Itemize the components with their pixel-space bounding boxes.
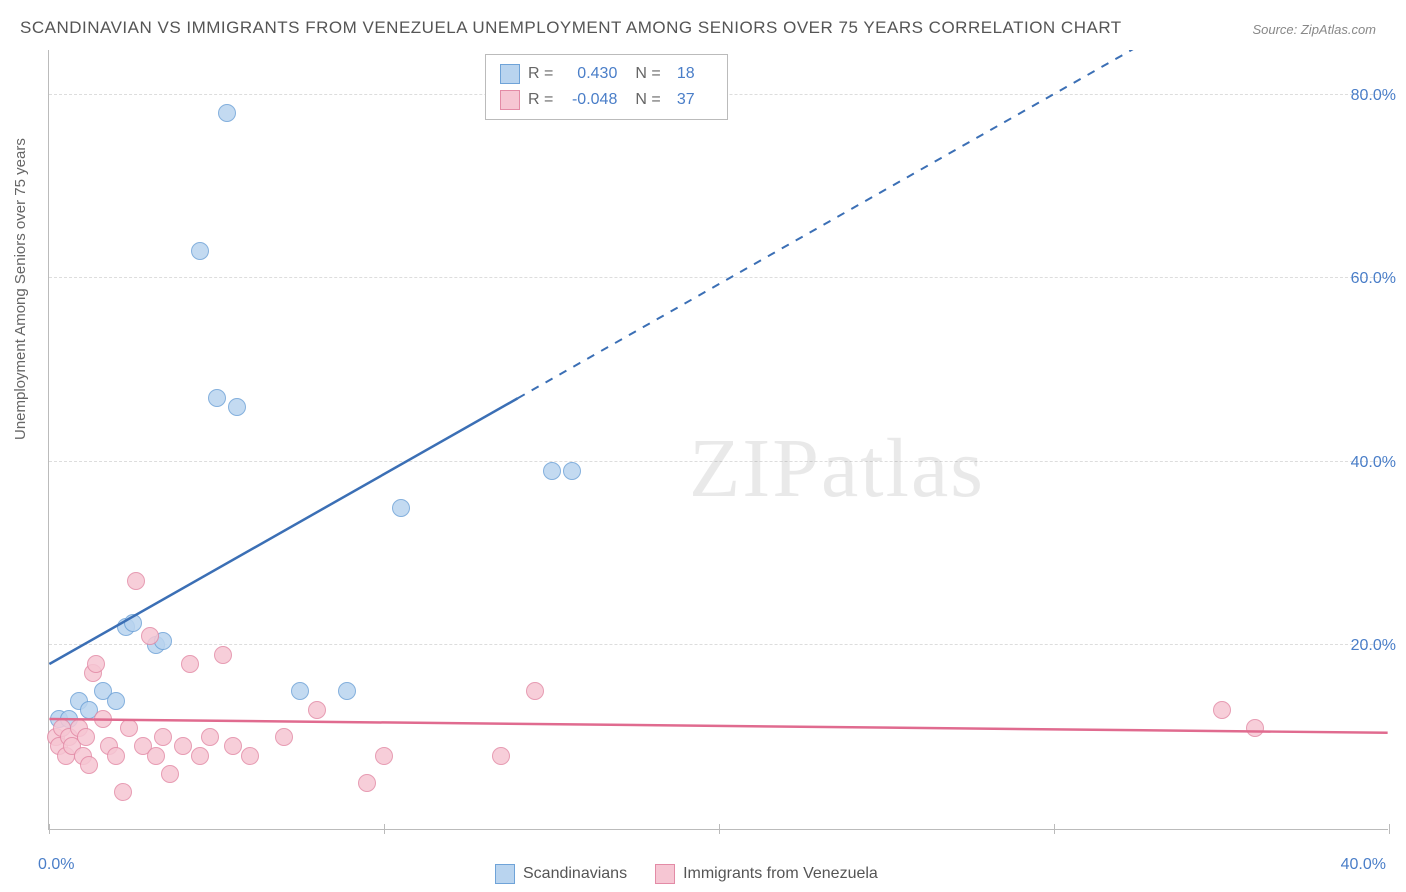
data-point xyxy=(124,614,142,632)
data-point xyxy=(147,747,165,765)
watermark: ZIPatlas xyxy=(689,420,985,517)
legend-item: Immigrants from Venezuela xyxy=(655,864,878,884)
data-point xyxy=(87,655,105,673)
legend-swatch xyxy=(500,90,520,110)
x-tick xyxy=(1054,824,1055,834)
source-label: Source: ZipAtlas.com xyxy=(1252,22,1376,37)
data-point xyxy=(181,655,199,673)
chart-title: SCANDINAVIAN VS IMMIGRANTS FROM VENEZUEL… xyxy=(20,18,1122,38)
r-label: R = xyxy=(528,91,553,109)
data-point xyxy=(228,398,246,416)
data-point xyxy=(208,389,226,407)
data-point xyxy=(114,783,132,801)
legend-label: Immigrants from Venezuela xyxy=(683,865,878,883)
legend-swatch xyxy=(495,864,515,884)
y-axis-label: Unemployment Among Seniors over 75 years xyxy=(12,138,29,440)
data-point xyxy=(543,462,561,480)
legend-item: Scandinavians xyxy=(495,864,627,884)
data-point xyxy=(214,646,232,664)
data-point xyxy=(107,692,125,710)
data-point xyxy=(241,747,259,765)
regression-lines xyxy=(49,50,1388,829)
data-point xyxy=(154,728,172,746)
x-tick xyxy=(49,824,50,834)
gridline xyxy=(49,461,1388,462)
gridline xyxy=(49,277,1388,278)
data-point xyxy=(375,747,393,765)
r-label: R = xyxy=(528,65,553,83)
legend-label: Scandinavians xyxy=(523,865,627,883)
data-point xyxy=(563,462,581,480)
data-point xyxy=(141,627,159,645)
y-tick-label: 60.0% xyxy=(1351,270,1396,288)
data-point xyxy=(218,104,236,122)
n-value: 37 xyxy=(665,91,695,109)
data-point xyxy=(191,242,209,260)
legend-swatch xyxy=(500,64,520,84)
n-value: 18 xyxy=(665,65,695,83)
y-tick-label: 40.0% xyxy=(1351,454,1396,472)
data-point xyxy=(392,499,410,517)
x-tick xyxy=(384,824,385,834)
legend-stat-row: R = 0.430 N = 18 xyxy=(500,61,713,87)
data-point xyxy=(308,701,326,719)
legend-series: Scandinavians Immigrants from Venezuela xyxy=(495,864,878,884)
plot-area: ZIPatlas xyxy=(48,50,1388,830)
data-point xyxy=(224,737,242,755)
gridline xyxy=(49,644,1388,645)
data-point xyxy=(201,728,219,746)
y-tick-label: 20.0% xyxy=(1351,637,1396,655)
legend-stats: R = 0.430 N = 18 R = -0.048 N = 37 xyxy=(485,54,728,120)
data-point xyxy=(358,774,376,792)
data-point xyxy=(77,728,95,746)
n-label: N = xyxy=(635,65,660,83)
data-point xyxy=(107,747,125,765)
data-point xyxy=(338,682,356,700)
data-point xyxy=(94,710,112,728)
x-tick-label: 0.0% xyxy=(38,856,74,874)
r-value: 0.430 xyxy=(557,65,617,83)
data-point xyxy=(174,737,192,755)
data-point xyxy=(1246,719,1264,737)
data-point xyxy=(291,682,309,700)
data-point xyxy=(127,572,145,590)
r-value: -0.048 xyxy=(557,91,617,109)
data-point xyxy=(526,682,544,700)
x-tick xyxy=(1389,824,1390,834)
data-point xyxy=(191,747,209,765)
y-tick-label: 80.0% xyxy=(1351,87,1396,105)
data-point xyxy=(80,756,98,774)
data-point xyxy=(1213,701,1231,719)
legend-swatch xyxy=(655,864,675,884)
legend-stat-row: R = -0.048 N = 37 xyxy=(500,87,713,113)
n-label: N = xyxy=(635,91,660,109)
x-tick-label: 40.0% xyxy=(1341,856,1386,874)
data-point xyxy=(161,765,179,783)
data-point xyxy=(275,728,293,746)
x-tick xyxy=(719,824,720,834)
data-point xyxy=(120,719,138,737)
data-point xyxy=(492,747,510,765)
